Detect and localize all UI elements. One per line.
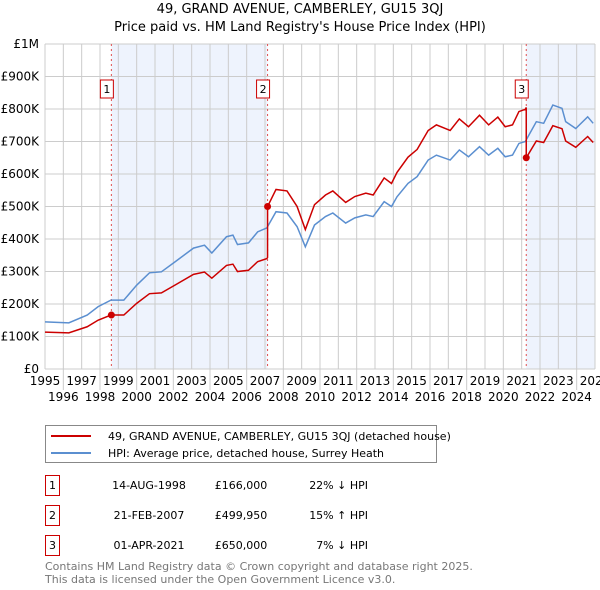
sale-point <box>264 203 272 211</box>
x-tick-label: 2017 <box>433 374 464 388</box>
x-tick-label: 2005 <box>213 374 244 388</box>
sale-hpi-diff: 22% ↓ HPI <box>309 479 368 492</box>
footer-attribution: Contains HM Land Registry data © Crown c… <box>45 560 473 586</box>
sale-number-label: 2 <box>260 83 267 96</box>
x-tick-label: 1999 <box>103 374 134 388</box>
x-tick-label: 2015 <box>396 374 427 388</box>
y-tick-label: £600K <box>1 167 41 181</box>
y-tick-label: £500K <box>1 200 41 214</box>
x-tick-label: 2010 <box>305 390 336 404</box>
legend-item-hpi: HPI: Average price, detached house, Surr… <box>46 445 384 461</box>
y-tick-label: £900K <box>1 70 41 84</box>
x-tick-label: 2024 <box>561 390 592 404</box>
sale-number-box <box>99 79 114 99</box>
x-tick-label: 1996 <box>48 390 79 404</box>
sale-number-box <box>514 79 529 99</box>
sale-number-label: 3 <box>518 83 525 96</box>
x-tick-label: 2003 <box>176 374 207 388</box>
y-tick-label: £0 <box>24 362 39 376</box>
x-tick-label: 2007 <box>250 374 281 388</box>
sale-date: 14-AUG-1998 <box>112 479 186 492</box>
sale-row: 1 14-AUG-1998 £166,000 22% ↓ HPI <box>45 475 445 496</box>
sale-marker-box: 3 <box>45 535 60 556</box>
sale-hpi-diff: 15% ↑ HPI <box>309 509 368 522</box>
y-tick-label: £700K <box>1 135 41 149</box>
y-tick-label: £200K <box>1 297 41 311</box>
x-tick-label: 2012 <box>341 390 372 404</box>
x-tick-label: 2011 <box>323 374 354 388</box>
legend-label: HPI: Average price, detached house, Surr… <box>108 446 385 460</box>
sale-date: 21-FEB-2007 <box>113 509 185 522</box>
sale-point <box>107 311 115 319</box>
y-tick-label: £300K <box>1 265 41 279</box>
x-tick-label: 2020 <box>488 390 519 404</box>
sale-price: £166,000 <box>214 479 268 492</box>
x-tick-label: 2025 <box>580 374 600 388</box>
sale-number-box <box>256 79 271 99</box>
y-tick-label: £800K <box>1 102 41 116</box>
x-tick-label: 2001 <box>140 374 171 388</box>
x-tick-label: 2014 <box>378 390 409 404</box>
property-price-line <box>44 107 594 334</box>
x-tick-label: 2023 <box>543 374 574 388</box>
x-tick-label: 2022 <box>525 390 556 404</box>
sale-marker-box: 1 <box>45 475 60 496</box>
x-tick-label: 2019 <box>470 374 501 388</box>
x-tick-label: 1998 <box>85 390 116 404</box>
x-tick-label: 2008 <box>268 390 299 404</box>
x-tick-label: 2004 <box>195 390 226 404</box>
sale-marker-box: 2 <box>45 505 60 526</box>
x-tick-label: 1995 <box>30 374 61 388</box>
x-tick-label: 2013 <box>360 374 391 388</box>
x-tick-label: 2000 <box>121 390 152 404</box>
sale-price: £650,000 <box>214 539 268 552</box>
footer-line: Contains HM Land Registry data © Crown c… <box>45 560 473 573</box>
sale-price: £499,950 <box>214 509 268 522</box>
sale-row: 3 01-APR-2021 £650,000 7% ↓ HPI <box>45 535 445 556</box>
hpi-line <box>44 104 594 324</box>
legend-swatch-red <box>51 435 91 437</box>
x-tick-label: 2021 <box>506 374 537 388</box>
sale-date: 01-APR-2021 <box>113 539 185 552</box>
legend: 49, GRAND AVENUE, CAMBERLEY, GU15 3QJ (d… <box>45 425 451 463</box>
x-tick-label: 2002 <box>158 390 189 404</box>
legend-item-property: 49, GRAND AVENUE, CAMBERLEY, GU15 3QJ (d… <box>46 428 451 444</box>
legend-swatch-blue <box>51 452 91 454</box>
footer-line: This data is licensed under the Open Gov… <box>45 573 396 586</box>
sale-row: 2 21-FEB-2007 £499,950 15% ↑ HPI <box>45 505 445 526</box>
x-tick-label: 2006 <box>231 390 262 404</box>
sale-point <box>522 154 530 162</box>
y-tick-label: £400K <box>1 232 41 246</box>
x-tick-label: 1997 <box>66 374 97 388</box>
x-tick-label: 2018 <box>451 390 482 404</box>
sale-hpi-diff: 7% ↓ HPI <box>316 539 368 552</box>
plot-area: 1995 1996 1997 1998 1999 2000 2001 2002 2003 2004… <box>1 37 600 404</box>
y-tick-label: £1M <box>13 37 39 51</box>
chart-title: 49, GRAND AVENUE, CAMBERLEY, GU15 3QJ <box>156 2 444 17</box>
sale-number-label: 1 <box>103 83 110 96</box>
chart-subtitle: Price paid vs. HM Land Registry's House … <box>114 20 486 35</box>
legend-label: 49, GRAND AVENUE, CAMBERLEY, GU15 3QJ (d… <box>108 429 451 443</box>
x-tick-label: 2016 <box>415 390 446 404</box>
x-tick-label: 2009 <box>286 374 317 388</box>
y-tick-label: £100K <box>1 330 41 344</box>
